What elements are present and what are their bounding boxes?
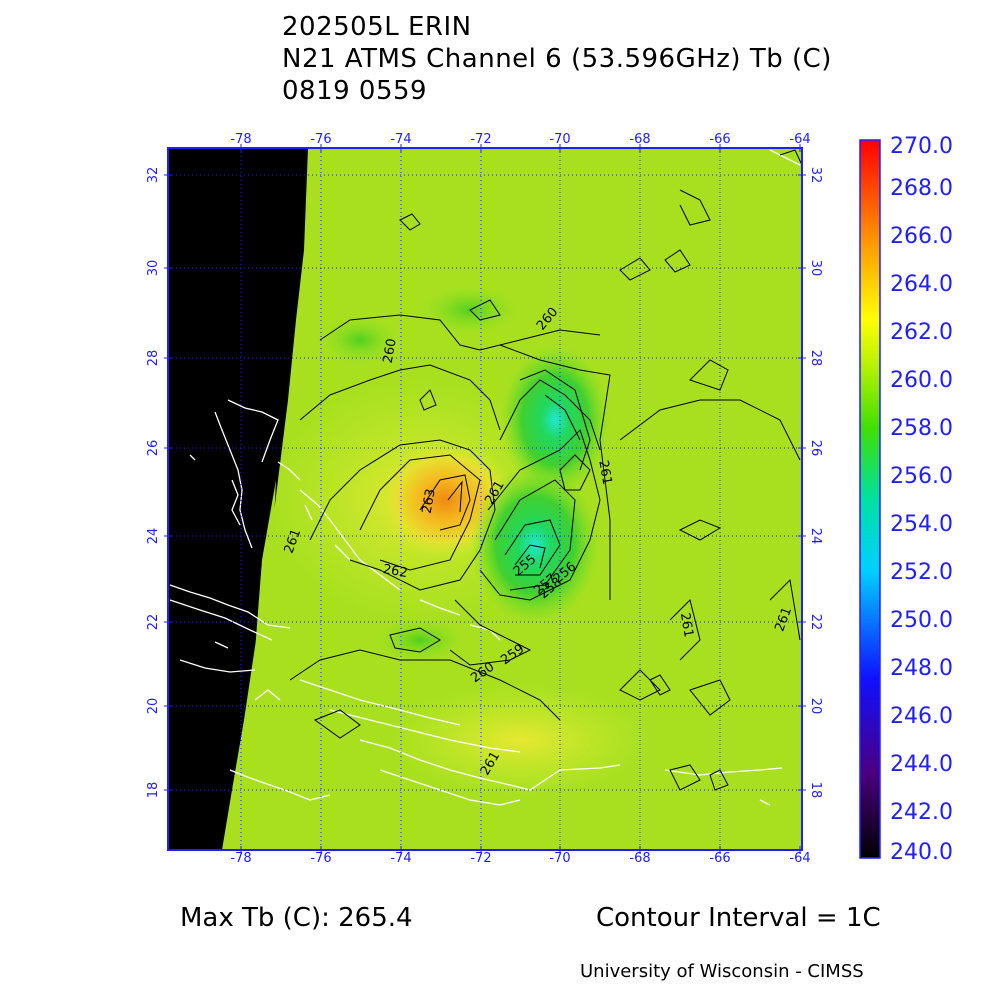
colorbar-label: 270.0	[890, 134, 953, 159]
lat-labels-left: 32 30 28 26 24 22 20 18	[146, 167, 161, 799]
lon-label: -70	[549, 851, 570, 866]
lon-label: -72	[470, 132, 491, 147]
lat-label: 26	[146, 440, 161, 457]
lat-label: 30	[808, 260, 823, 277]
colorbar-label: 268.0	[890, 176, 953, 201]
lon-label: -74	[390, 132, 411, 147]
lat-labels-right: 32 30 28 26 24 22 20 18	[808, 167, 823, 799]
lat-label: 32	[808, 167, 823, 184]
swath-edge-green	[252, 480, 276, 690]
lat-label: 26	[808, 440, 823, 457]
contour-label: 263	[420, 488, 439, 515]
colorbar	[859, 139, 881, 859]
lon-labels-top: -78 -76 -74 -72 -70 -68 -66 -64	[230, 132, 810, 147]
contour-label: 262	[382, 562, 409, 581]
lon-labels-bottom: -78 -76 -74 -72 -70 -68 -66 -64	[230, 851, 810, 866]
lon-label: -74	[390, 851, 411, 866]
lat-label: 24	[146, 528, 161, 545]
colorbar-label: 252.0	[890, 560, 953, 585]
contours	[289, 149, 802, 791]
lat-label: 22	[146, 614, 161, 631]
lon-label: -78	[230, 132, 251, 147]
contour-label: 260	[381, 337, 400, 364]
lon-label: -78	[230, 851, 251, 866]
colorbar-label: 246.0	[890, 704, 953, 729]
lat-label: 20	[808, 698, 823, 715]
tick-marks	[164, 144, 806, 854]
colorbar-label: 266.0	[890, 224, 953, 249]
lon-label: -76	[310, 132, 331, 147]
contour-label: 261	[677, 612, 696, 639]
coastlines	[169, 149, 801, 806]
colorbar-label: 258.0	[890, 416, 953, 441]
grid-lines	[168, 148, 802, 850]
cold-patch-nw	[320, 315, 400, 365]
contour-label: 261	[595, 459, 614, 486]
lat-label: 20	[146, 698, 161, 715]
lat-label: 22	[808, 614, 823, 631]
cold-band-north	[500, 345, 610, 495]
lat-label: 18	[808, 782, 823, 799]
colorbar-label: 242.0	[890, 800, 953, 825]
lat-label: 28	[808, 350, 823, 367]
max-tb-text: Max Tb (C): 265.4	[180, 903, 413, 933]
warm-anomaly-south	[390, 685, 650, 795]
colorbar-label: 254.0	[890, 512, 953, 537]
map-frame	[167, 147, 803, 851]
lon-label: -64	[789, 132, 810, 147]
lon-label: -76	[310, 851, 331, 866]
lon-label: -68	[629, 132, 650, 147]
colorbar-label: 260.0	[890, 368, 953, 393]
lat-label: 30	[146, 260, 161, 277]
storm-title: 202505L ERIN	[282, 12, 472, 42]
contour-label-group: 260 260 261 263 261 262 261 261 261 260 …	[282, 305, 795, 778]
lon-label: -66	[709, 132, 730, 147]
colorbar-label: 250.0	[890, 608, 953, 633]
colorbar-label: 256.0	[890, 464, 953, 489]
product-title: N21 ATMS Channel 6 (53.596GHz) Tb (C)	[282, 44, 832, 74]
lon-label: -64	[789, 851, 810, 866]
colorbar-label: 240.0	[890, 840, 953, 865]
lon-label: -70	[549, 132, 570, 147]
lon-label: -72	[470, 851, 491, 866]
lat-label: 24	[808, 528, 823, 545]
cold-patch-sw	[375, 618, 465, 662]
colorbar-label: 244.0	[890, 752, 953, 777]
colorbar-label: 264.0	[890, 272, 953, 297]
colorbar-label: 248.0	[890, 656, 953, 681]
credit-text: University of Wisconsin - CIMSS	[580, 961, 864, 982]
colorbar-label: 262.0	[890, 320, 953, 345]
lat-label: 18	[146, 782, 161, 799]
lon-label: -66	[709, 851, 730, 866]
no-data-region	[168, 148, 308, 850]
cold-band-center	[470, 465, 600, 625]
contour-interval-text: Contour Interval = 1C	[596, 903, 881, 933]
datetime-title: 0819 0559	[282, 76, 428, 106]
lat-label: 32	[146, 167, 161, 184]
lat-label: 28	[146, 350, 161, 367]
lon-label: -68	[629, 851, 650, 866]
